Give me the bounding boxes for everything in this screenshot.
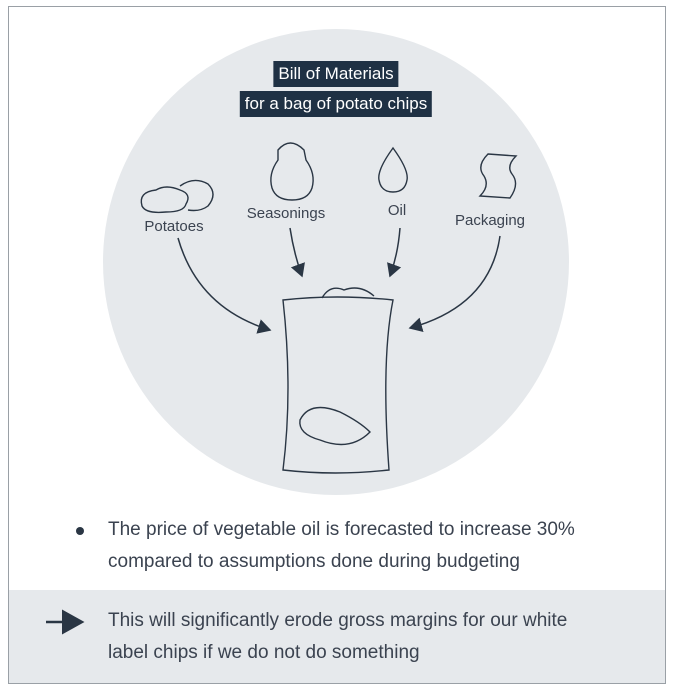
potato-icon xyxy=(140,186,189,214)
input-label: Seasonings xyxy=(246,205,326,222)
potato-icon xyxy=(179,179,214,212)
text-line: This will significantly erode gross marg… xyxy=(108,610,568,631)
bullet-text: The price of vegetable oil is forecasted… xyxy=(108,514,575,578)
input-label: Packaging xyxy=(454,212,526,229)
oil-drop-icon xyxy=(378,146,408,193)
chips-inside xyxy=(299,406,371,446)
text-line: label chips if we do not do something xyxy=(108,642,420,663)
arrow xyxy=(289,227,305,278)
arrows xyxy=(46,227,501,635)
arrow xyxy=(387,227,402,278)
input-label: Potatoes xyxy=(144,218,204,235)
text-line: compared to assumptions done during budg… xyxy=(108,551,520,572)
title-line: for a bag of potato chips xyxy=(239,91,433,117)
bullet-dot xyxy=(76,527,84,535)
conclusion-text: This will significantly erode gross marg… xyxy=(108,605,567,669)
text-line: The price of vegetable oil is forecasted… xyxy=(108,519,575,540)
arrow xyxy=(177,237,272,334)
title-line: Bill of Materials xyxy=(273,61,399,87)
shaker-icon xyxy=(270,142,314,201)
conclusion-band xyxy=(9,590,665,683)
background-circle xyxy=(103,29,569,495)
input-label: Oil xyxy=(387,202,407,219)
arrow xyxy=(408,235,501,333)
chip-bag xyxy=(282,296,394,474)
chips-top xyxy=(321,287,375,299)
packaging-icon xyxy=(478,153,518,199)
icons xyxy=(140,142,518,474)
